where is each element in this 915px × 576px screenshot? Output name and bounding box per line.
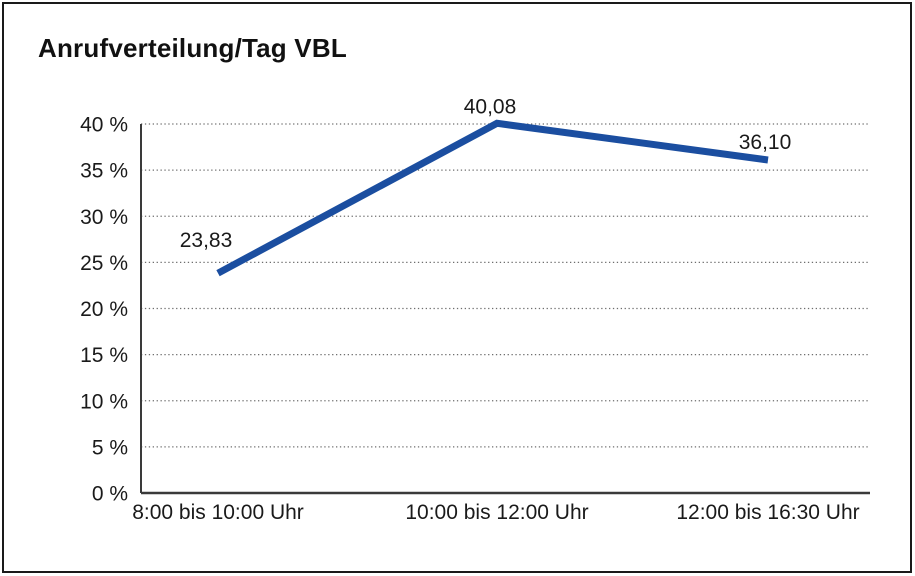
x-axis-tick-label: 12:00 bis 16:30 Uhr: [676, 501, 859, 524]
y-axis-tick-label: 35 %: [80, 160, 128, 183]
y-axis-tick-label: 0 %: [92, 483, 128, 506]
y-axis-tick-label: 15 %: [80, 344, 128, 367]
y-axis-tick-label: 20 %: [80, 298, 128, 321]
data-point-label: 23,83: [180, 229, 233, 252]
y-axis-tick-label: 10 %: [80, 390, 128, 413]
y-axis-tick-label: 30 %: [80, 206, 128, 229]
y-axis-tick-label: 40 %: [80, 114, 128, 137]
chart-title: Anrufverteilung/Tag VBL: [38, 33, 347, 63]
x-axis-tick-label: 10:00 bis 12:00 Uhr: [405, 501, 588, 524]
x-axis-tick-label: 8:00 bis 10:00 Uhr: [132, 501, 304, 524]
data-point-label: 40,08: [464, 95, 517, 118]
y-axis-tick-label: 25 %: [80, 252, 128, 275]
data-point-label: 36,10: [739, 131, 792, 154]
data-series-line: [216, 119, 769, 277]
y-axis-tick-label: 5 %: [92, 436, 128, 459]
